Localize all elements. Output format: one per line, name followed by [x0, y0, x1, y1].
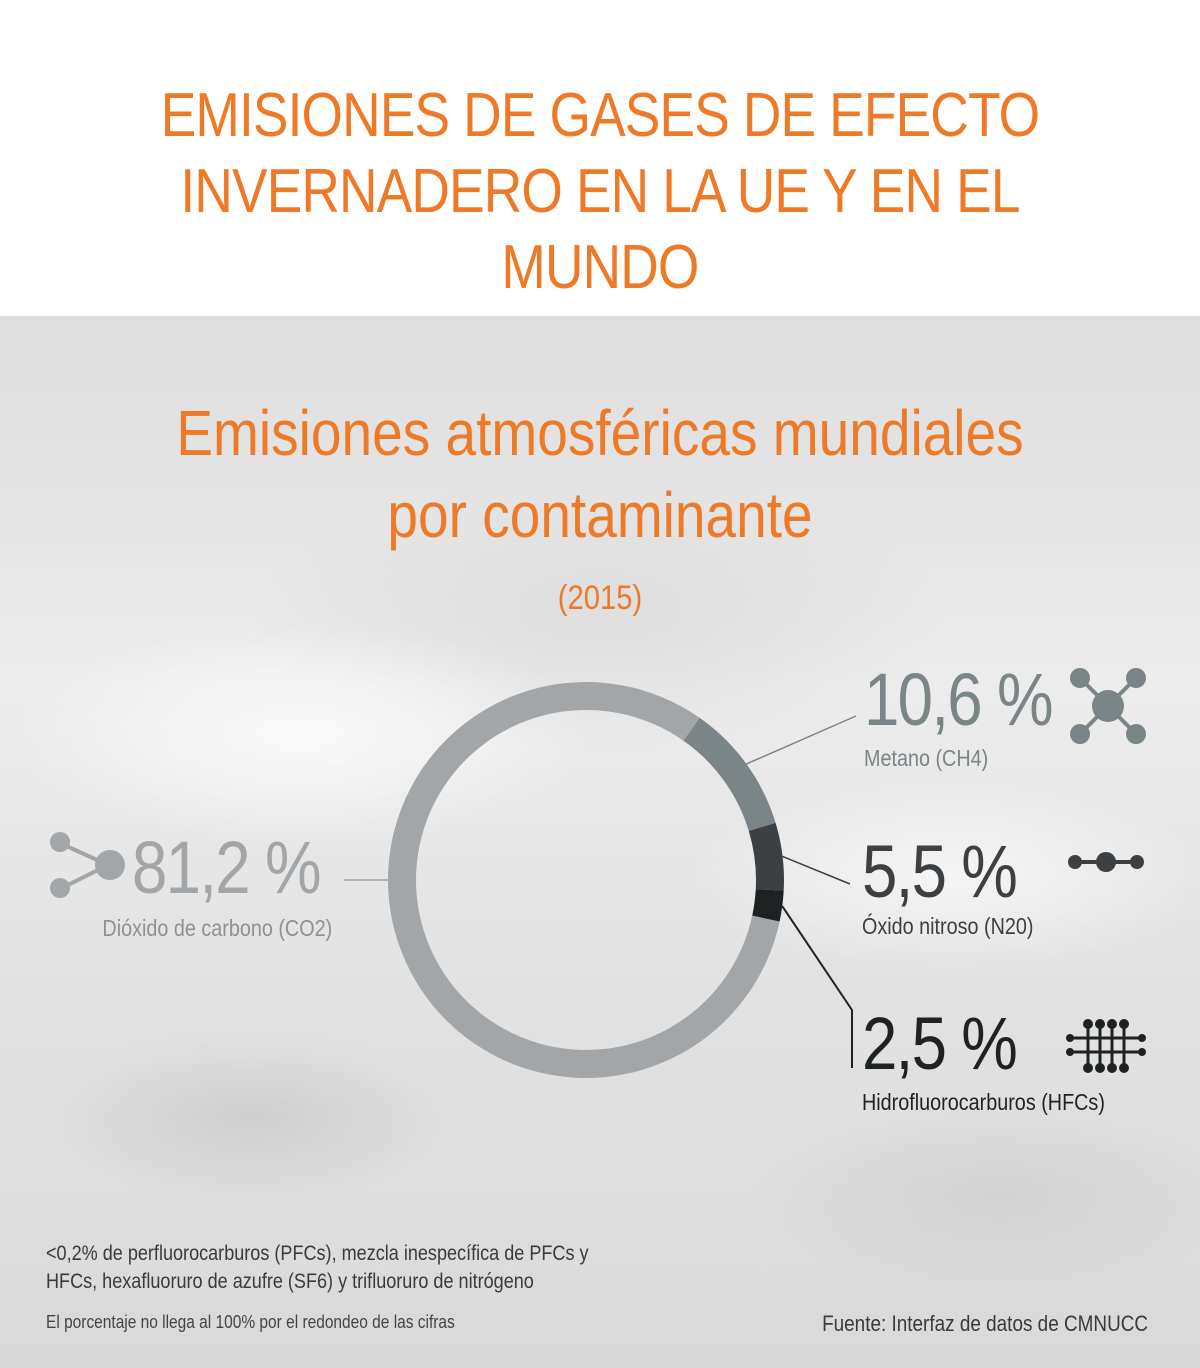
chart-title: Emisiones atmosféricas mundiales por con…: [84, 392, 1116, 556]
page-title: EMISIONES DE GASES DE EFECTO INVERNADERO…: [84, 78, 1116, 306]
co2-molecule-icon: [44, 828, 128, 902]
ch4-slice: [683, 717, 776, 831]
page-title-line-1: EMISIONES DE GASES DE EFECTO: [160, 81, 1040, 150]
page-title-line-2: INVERNADERO EN LA UE Y EN EL MUNDO: [180, 157, 1020, 302]
source-note: Fuente: Interfaz de datos de CMNUCC: [822, 1311, 1148, 1336]
n2o-slice: [748, 822, 784, 891]
ch4-percentage: 10,6 %: [864, 658, 1054, 741]
n2o-leader-line: [782, 855, 851, 885]
co2-label: Dióxido de carbono (CO2): [102, 915, 332, 941]
nitrous-oxide-molecule-icon: [1066, 850, 1146, 874]
methane-molecule-icon: [1068, 666, 1148, 746]
rounding-note: El porcentaje no llega al 100% por el re…: [46, 1312, 455, 1332]
chart-title-line-2: por contaminante: [387, 479, 813, 551]
hfc-label: Hidrofluorocarburos (HFCs): [862, 1089, 1105, 1115]
hfc-leader-line: [781, 905, 853, 1068]
chart-title-line-1: Emisiones atmosféricas mundiales: [176, 397, 1024, 469]
hfc-percentage: 2,5 %: [862, 1002, 1018, 1085]
header: [0, 0, 1200, 316]
footnote-line-2: HFCs, hexafluoruro de azufre (SF6) y tri…: [46, 1270, 534, 1293]
co2-percentage: 81,2 %: [132, 826, 322, 909]
ch4-leader-line: [746, 715, 857, 765]
n2o-label: Óxido nitroso (N20): [862, 913, 1034, 939]
chart-subtitle: (2015): [557, 579, 643, 617]
n2o-percentage: 5,5 %: [862, 830, 1018, 913]
hfc-slice: [752, 889, 784, 922]
ch4-label: Metano (CH4): [864, 745, 989, 771]
marble-background-panel: [0, 316, 1200, 1368]
hfc-molecule-icon: [1066, 1018, 1146, 1074]
footnote-line-1: <0,2% de perfluorocarburos (PFCs), mezcl…: [46, 1242, 589, 1265]
